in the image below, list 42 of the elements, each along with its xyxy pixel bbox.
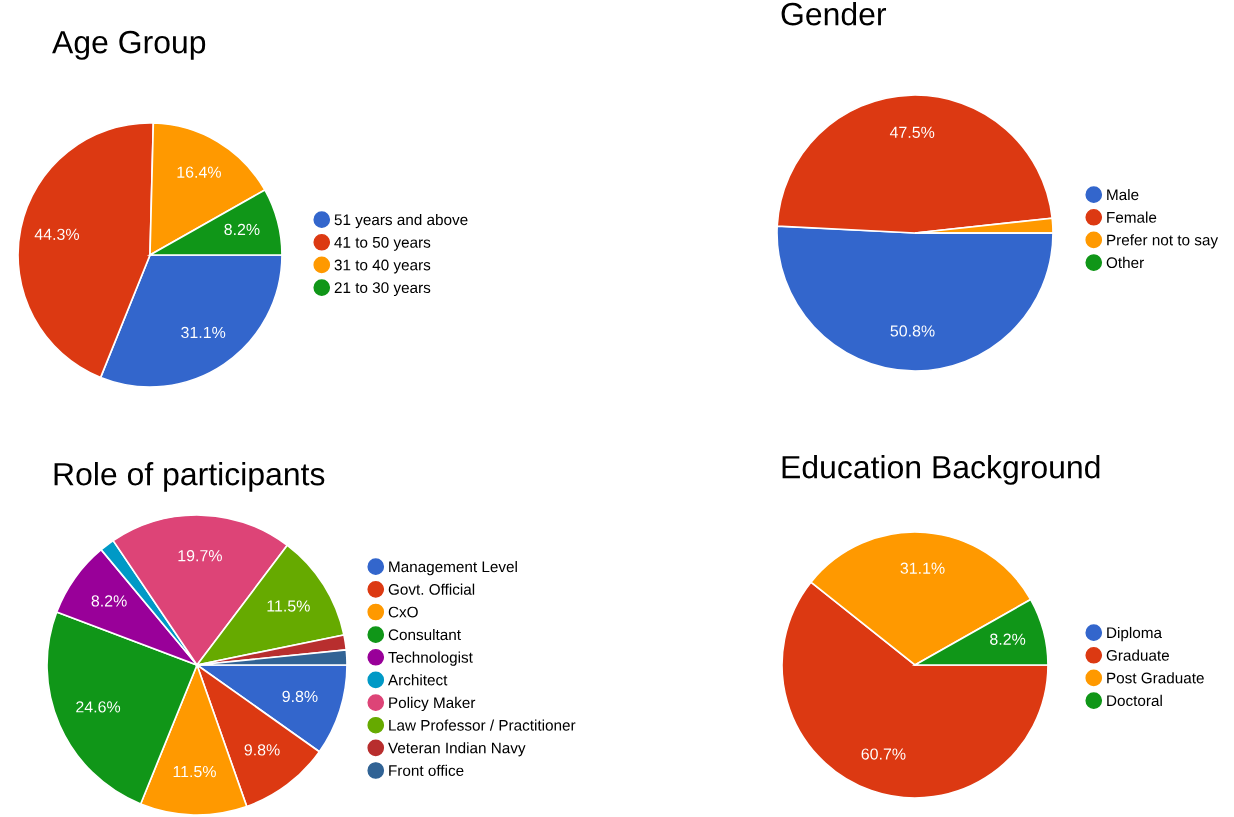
legend-label: Diploma (1107, 626, 1163, 642)
legend-label: Management Level (389, 560, 517, 576)
data-label: 47.5% (889, 126, 935, 138)
legend-label: Prefer not to say (1107, 234, 1219, 249)
data-label: 11.5% (173, 766, 216, 778)
data-label: 8.2% (990, 633, 1026, 645)
chart-title: Gender (781, 2, 887, 26)
data-label: 8.2% (91, 595, 127, 607)
data-label: 24.6% (76, 701, 121, 713)
data-label: 8.2% (224, 223, 260, 236)
chart-title: Education Background (782, 455, 1100, 485)
legend-label: 41 to 50 years (334, 236, 431, 251)
legend-label: Architect (388, 674, 448, 686)
data-label: 16.4% (177, 166, 221, 178)
data-label: 60.7% (861, 748, 906, 760)
legend-label: Male (1107, 188, 1139, 201)
data-label: 9.8% (244, 744, 280, 756)
chart-title: Age Group (52, 30, 206, 60)
data-label: 31.1% (181, 326, 226, 339)
legend-label: Graduate (1106, 649, 1169, 661)
legend-label: 21 to 30 years (334, 282, 431, 297)
legend-label: Consultant (388, 628, 461, 641)
legend-label: Govt. Official (388, 583, 475, 595)
legend-label: Veteran Indian Navy (388, 742, 526, 757)
data-label: 44.3% (34, 228, 80, 241)
legend-label: Female (1107, 211, 1157, 223)
legend-label: Other (1106, 256, 1144, 269)
legend-label: Post Graduate (1107, 672, 1204, 684)
legend-label: CxO (388, 606, 418, 618)
data-label: 9.8% (282, 690, 318, 703)
legend-label: Front office (389, 764, 464, 776)
data-label: 19.7% (178, 550, 222, 562)
legend-label: Technologist (388, 651, 473, 666)
legend-label: 51 years and above (334, 213, 468, 229)
data-label: 31.1% (900, 562, 945, 574)
data-label: 50.8% (890, 325, 935, 337)
legend-label: Doctoral (1107, 694, 1162, 707)
legend-label: 31 to 40 years (334, 259, 431, 274)
chart-title: Role of participants (54, 462, 325, 492)
legend-label: Law Professor / Practitioner (389, 719, 576, 731)
data-label: 11.5% (267, 600, 310, 612)
legend-label: Policy Maker (389, 696, 476, 712)
